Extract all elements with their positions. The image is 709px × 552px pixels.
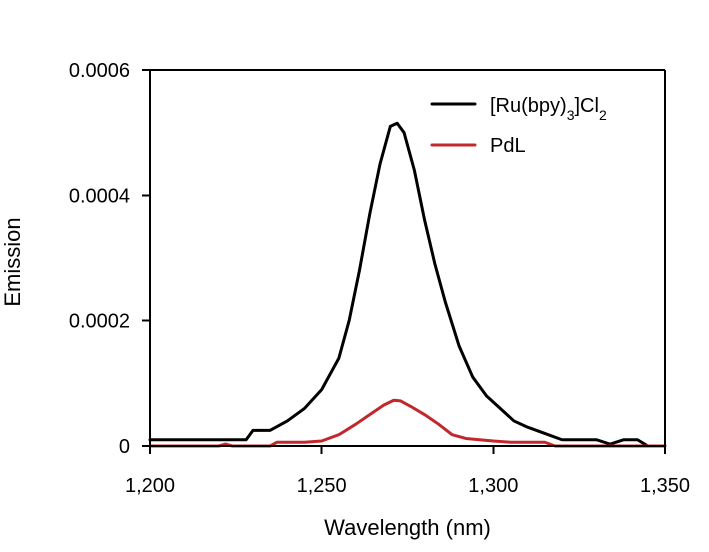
- legend-label-ru-sub-3: 3: [567, 107, 575, 123]
- y-tick-label: 0.0002: [69, 311, 130, 333]
- series-line-ru-bpy3-cl2: [148, 121, 650, 448]
- legend-label-ru-main: [Ru(bpy): [490, 95, 567, 117]
- y-tick-label: 0.0004: [69, 185, 130, 207]
- axes-layer: [149, 69, 666, 447]
- legend: [Ru(bpy)3]Cl2 PdL: [430, 95, 607, 157]
- y-tick-label: 0: [119, 436, 130, 458]
- y-axis-title: Emission: [0, 217, 25, 306]
- plot-layer: [148, 121, 667, 448]
- x-tick-label: 1,300: [468, 475, 518, 497]
- x-tick-label: 1,350: [640, 475, 690, 497]
- ticks-layer: 0 0.0002 0.0004 0.0006 1,200 1,250 1,300 1,350: [69, 60, 690, 497]
- x-tick-label: 1,200: [125, 475, 175, 497]
- legend-label-pdl: PdL: [490, 135, 526, 157]
- y-tick-label: 0.0006: [69, 60, 130, 82]
- legend-label-ru-bpy3-cl2: [Ru(bpy)3]Cl2: [490, 95, 607, 123]
- legend-label-ru-sub-2: 2: [599, 107, 607, 123]
- legend-label-ru-mid: ]Cl: [575, 95, 599, 117]
- x-tick-label: 1,250: [297, 475, 347, 497]
- x-axis-title: Wavelength (nm): [324, 515, 491, 540]
